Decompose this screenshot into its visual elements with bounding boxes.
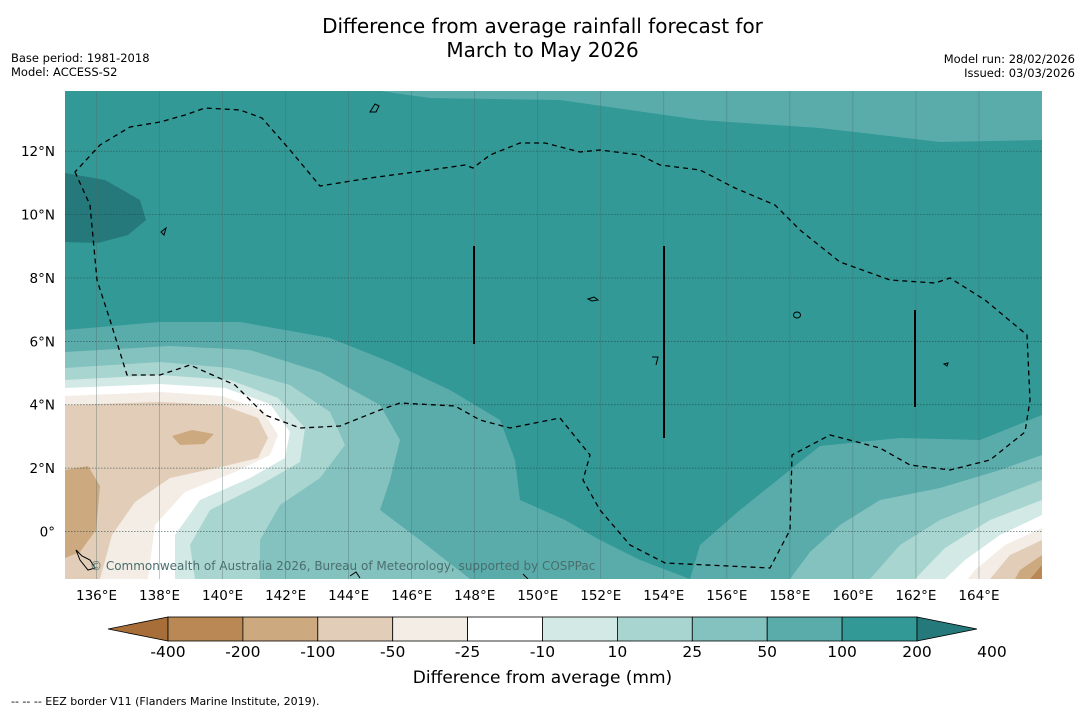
contour-neg100-west [65,466,100,558]
model-name: Model: ACCESS-S2 [11,65,118,79]
copyright-text: © Commonwealth of Australia 2026, Bureau… [90,559,595,573]
lon-tick-label: 140°E [202,588,243,604]
contour-400 [65,173,146,243]
map-plot-area [65,91,1042,579]
lat-tick-label: 4°N [30,398,55,414]
lon-tick-label: 160°E [832,588,873,604]
colorbar-label: 400 [977,643,1007,661]
colorbar-segment [691,616,768,642]
footnote: -- -- -- EEZ border V11 (Flanders Marine… [11,695,320,708]
colorbar-segment [317,616,394,642]
graticule [65,91,1042,579]
meta-left: Base period: 1981-2018 Model: ACCESS-S2 [11,51,150,79]
colorbar-segment [167,616,244,642]
lon-tick-label: 162°E [895,588,936,604]
meta-right: Model run: 28/02/2026 Issued: 03/03/2026 [944,52,1075,80]
lat-tick-label: 10°N [21,208,55,224]
colorbar-segment [467,616,543,642]
colorbar-label: -50 [380,643,406,661]
colorbar [107,616,978,642]
lat-tick-label: 8°N [30,271,55,287]
colorbar-extend-high [916,616,978,642]
lat-tick-label: 12°N [21,144,55,160]
lon-tick-label: 148°E [454,588,495,604]
contour-neg200-east [1030,565,1042,579]
issued-date: Issued: 03/03/2026 [964,66,1075,80]
colorbar-label: -25 [454,643,481,661]
title-line-1: Difference from average rainfall forecas… [322,14,763,38]
lon-tick-label: 142°E [265,588,306,604]
contour-neg50 [65,402,268,579]
colorbar-segment [766,616,843,642]
contour-100-north [380,91,1042,142]
contour-neg100-patch [172,430,214,445]
lon-tick-label: 144°E [328,588,369,604]
lon-tick-label: 136°E [76,588,117,604]
colorbar-segment [617,616,693,642]
colorbar-label: 100 [827,643,857,661]
lon-tick-label: 154°E [643,588,684,604]
islands [75,103,949,579]
colorbar-label: -400 [150,643,186,661]
colorbar-segment [242,616,319,642]
colorbar-extend-low [107,616,169,642]
base-period: Base period: 1981-2018 [11,51,150,65]
colorbar-label: 25 [682,643,703,661]
colorbar-title: Difference from average (mm) [412,668,673,688]
colorbar-segment [392,616,469,642]
eez-border [74,107,1031,569]
chart-title: Difference from average rainfall forecas… [0,14,1085,62]
colorbar-segment [542,616,618,642]
longitude-axis: 136°E 138°E 140°E 142°E 144°E 146°E 148°E 150°E… [76,588,1000,604]
lat-tick-label: 0° [40,524,55,540]
title-line-2: March to May 2026 [446,38,639,62]
colorbar-label: 10 [607,643,628,661]
latitude-axis: 12°N 10°N 8°N 6°N 4°N 2°N 0° [21,144,55,540]
lon-tick-label: 158°E [769,588,810,604]
colorbar-label: -100 [300,643,336,661]
lon-tick-label: 156°E [706,588,747,604]
lat-tick-label: 6°N [30,334,55,350]
colorbar-label: 50 [757,643,778,661]
colorbar-label: -10 [529,643,556,661]
lon-tick-label: 146°E [391,588,432,604]
colorbar-label: 200 [902,643,932,661]
lat-tick-label: 2°N [30,461,55,477]
colorbar-segment [841,616,918,642]
lon-tick-label: 150°E [517,588,558,604]
model-run-date: Model run: 28/02/2026 [943,52,1075,66]
lon-tick-label: 164°E [958,588,999,604]
lon-tick-label: 138°E [139,588,180,604]
lon-tick-label: 152°E [580,588,621,604]
colorbar-label: -200 [225,643,261,661]
